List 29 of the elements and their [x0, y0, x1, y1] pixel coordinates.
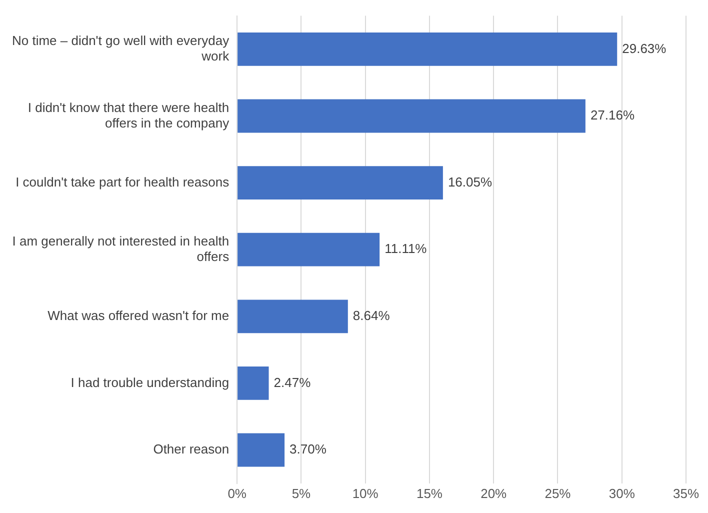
x-tick-label: 25%	[544, 486, 572, 501]
x-tick-label: 35%	[672, 486, 700, 501]
x-tick-label: 20%	[480, 486, 508, 501]
bar	[238, 366, 269, 400]
y-tick-label: I had trouble understanding	[70, 374, 230, 390]
bar	[238, 99, 586, 133]
y-tick-label: Other reason	[153, 442, 230, 457]
bar	[238, 300, 348, 334]
y-tick-label: I didn't know that there were health offers in the company	[28, 100, 230, 130]
x-tick-label: 0%	[228, 486, 247, 501]
data-label: 8.64%	[352, 308, 390, 323]
data-label: 29.63%	[622, 40, 667, 56]
x-tick-label: 30%	[608, 486, 636, 501]
y-tick-label: I couldn't take part for health reasons	[16, 174, 230, 190]
y-tick-label: What was offered wasn't for me	[48, 308, 230, 323]
data-label: 11.11%	[384, 241, 428, 256]
bar	[238, 32, 618, 66]
y-tick-label: I am generally not interested in health offers	[12, 233, 230, 264]
y-tick-label: No time – didn't go well with everyday work	[12, 32, 230, 64]
x-tick-label: 15%	[416, 486, 443, 501]
x-tick-label: 10%	[352, 486, 379, 501]
bar	[238, 166, 443, 200]
x-tick-label: 5%	[292, 486, 312, 501]
data-label: 16.05%	[448, 174, 492, 190]
data-label: 27.16%	[590, 108, 635, 123]
data-label: 3.70%	[290, 442, 327, 457]
bar	[238, 433, 285, 467]
bar	[238, 232, 380, 266]
data-label: 2.47%	[274, 374, 312, 390]
